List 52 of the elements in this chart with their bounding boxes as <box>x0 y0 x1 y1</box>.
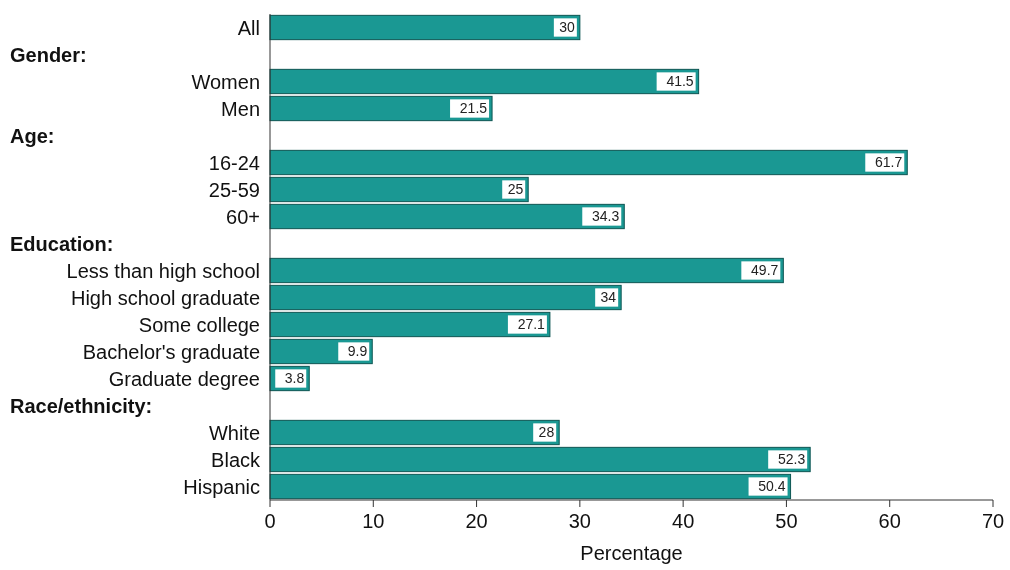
bar <box>269 446 811 473</box>
text: Education: <box>10 232 114 255</box>
y-tick-label: Black <box>211 448 261 471</box>
y-tick-label: Bachelor's graduate <box>82 340 260 363</box>
y-tick-label: Men <box>221 97 260 120</box>
x-tick-label: 50 <box>775 510 798 532</box>
bar <box>269 257 784 284</box>
bar <box>269 284 622 311</box>
text: Gender: <box>10 43 87 66</box>
data-label: 34 <box>600 289 617 306</box>
bar <box>269 68 700 95</box>
data-label: 28 <box>538 424 555 441</box>
x-tick-label: 10 <box>362 510 385 532</box>
data-label: 41.5 <box>666 73 694 90</box>
data-label: 50.4 <box>758 478 786 495</box>
y-tick-label: Women <box>191 70 260 93</box>
x-tick-label: 20 <box>465 510 488 532</box>
text: Race/ethnicity: <box>10 394 153 417</box>
y-tick-label: White <box>208 421 260 444</box>
x-tick-label: 40 <box>672 510 695 532</box>
y-tick-label: 25-59 <box>208 178 260 201</box>
data-label: 30 <box>559 19 576 36</box>
bar <box>269 176 529 203</box>
y-tick-label: Graduate degree <box>108 367 260 390</box>
y-tick-label: Some college <box>138 313 260 336</box>
data-label: 3.8 <box>284 370 305 387</box>
data-label: 25 <box>507 181 524 198</box>
y-tick-label: Hispanic <box>183 475 260 498</box>
bar <box>269 311 551 338</box>
data-label: 21.5 <box>459 100 488 117</box>
x-tick-label: 30 <box>568 510 591 532</box>
data-label: 9.9 <box>347 343 368 360</box>
y-tick-label: High school graduate <box>70 286 260 309</box>
x-axis-title: Percentage <box>580 542 683 564</box>
data-label: 52.3 <box>777 451 806 468</box>
bar <box>269 149 908 176</box>
data-label: 27.1 <box>517 316 546 333</box>
x-tick-label: 0 <box>264 510 276 532</box>
bar <box>269 203 625 230</box>
bar <box>269 14 581 41</box>
data-label: 61.7 <box>875 154 903 171</box>
y-tick-label: 16-24 <box>208 151 260 174</box>
text: Age: <box>10 124 55 147</box>
x-tick-label: 70 <box>981 510 1005 532</box>
data-label: 34.3 <box>592 208 620 225</box>
y-tick-label: Less than high school <box>66 259 260 282</box>
y-tick-label: All <box>237 16 260 39</box>
y-tick-label: 60+ <box>226 205 260 228</box>
bar <box>269 419 560 446</box>
x-tick-label: 60 <box>878 510 901 532</box>
data-label: 49.7 <box>751 262 779 279</box>
bar <box>269 473 792 500</box>
